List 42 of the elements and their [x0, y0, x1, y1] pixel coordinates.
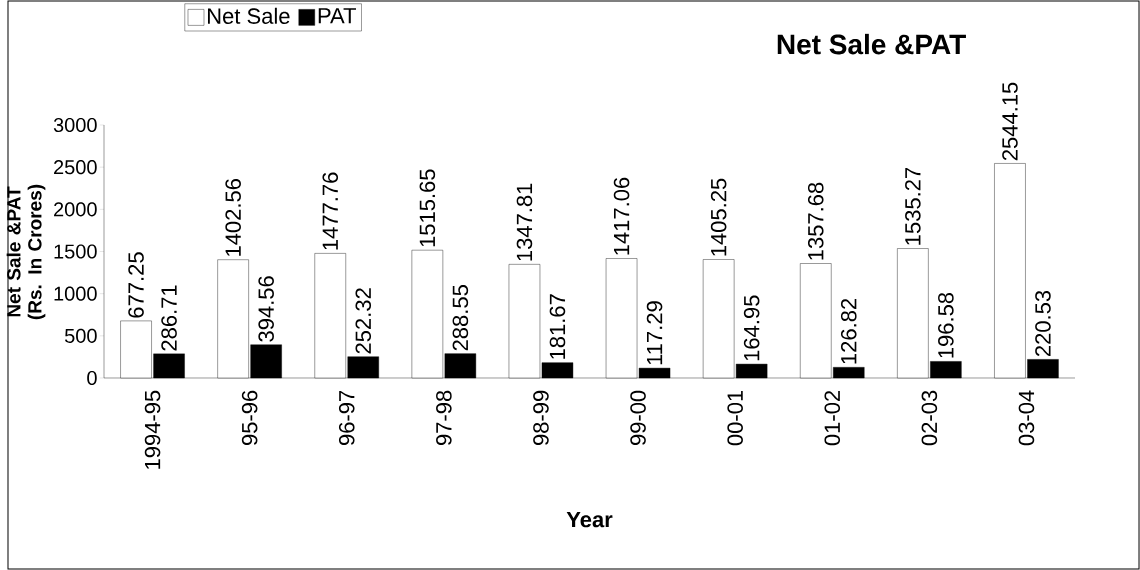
x-tick-label: 97-98: [436, 390, 452, 446]
y-tick-label: 3000: [53, 117, 97, 133]
x-tick-label: 95-96: [241, 390, 258, 446]
chart-title: Net Sale &PAT: [777, 33, 966, 55]
data-label: 252.32: [355, 288, 372, 354]
data-label: 1402.56: [225, 178, 241, 256]
data-label: 164.95: [743, 295, 760, 361]
legend-label: PAT: [318, 8, 356, 24]
x-tick-label: 99-00: [630, 390, 646, 446]
data-label: 196.58: [938, 292, 954, 358]
x-tick-label: 02-03: [921, 390, 938, 446]
data-label: 2544.15: [1002, 82, 1018, 161]
data-label: 181.67: [549, 294, 566, 359]
data-label: 286.71: [161, 285, 177, 351]
data-label: 1515.65: [419, 169, 436, 247]
x-tick-label: 1994-95: [144, 390, 161, 469]
x-tick-label: 01-02: [824, 390, 841, 446]
data-label: 1357.68: [807, 182, 824, 260]
data-label: 288.55: [452, 285, 469, 351]
x-axis-title: Year: [566, 511, 613, 528]
y-tick-label: 1000: [54, 286, 97, 301]
data-label: 1405.25: [710, 178, 727, 256]
legend-label: Net Sale: [207, 7, 290, 24]
data-label: 1347.81: [516, 183, 533, 261]
data-label: 126.82: [840, 298, 857, 364]
data-label: 220.53: [1035, 290, 1051, 357]
y-tick-label: 500: [64, 328, 97, 343]
x-tick-label: 00-01: [727, 390, 743, 446]
data-label: 1417.06: [613, 177, 630, 255]
data-label: 117.29: [646, 301, 663, 365]
data-label: 677.25: [128, 252, 144, 318]
y-tick-label: 0: [87, 370, 97, 386]
x-tick-label: 96-97: [338, 390, 355, 446]
data-label: 1535.27: [905, 167, 921, 245]
y-tick-label: 2000: [54, 202, 97, 217]
y-tick-label: 1500: [54, 244, 97, 259]
x-tick-label: 98-99: [533, 390, 549, 446]
data-label: 394.56: [258, 276, 274, 342]
y-axis-title: Net Sale &PAT (Rs. In Crores): [6, 184, 46, 320]
x-tick-label: 03-04: [1018, 390, 1035, 446]
data-label: 1477.76: [322, 172, 339, 250]
y-tick-label: 2500: [54, 160, 97, 175]
